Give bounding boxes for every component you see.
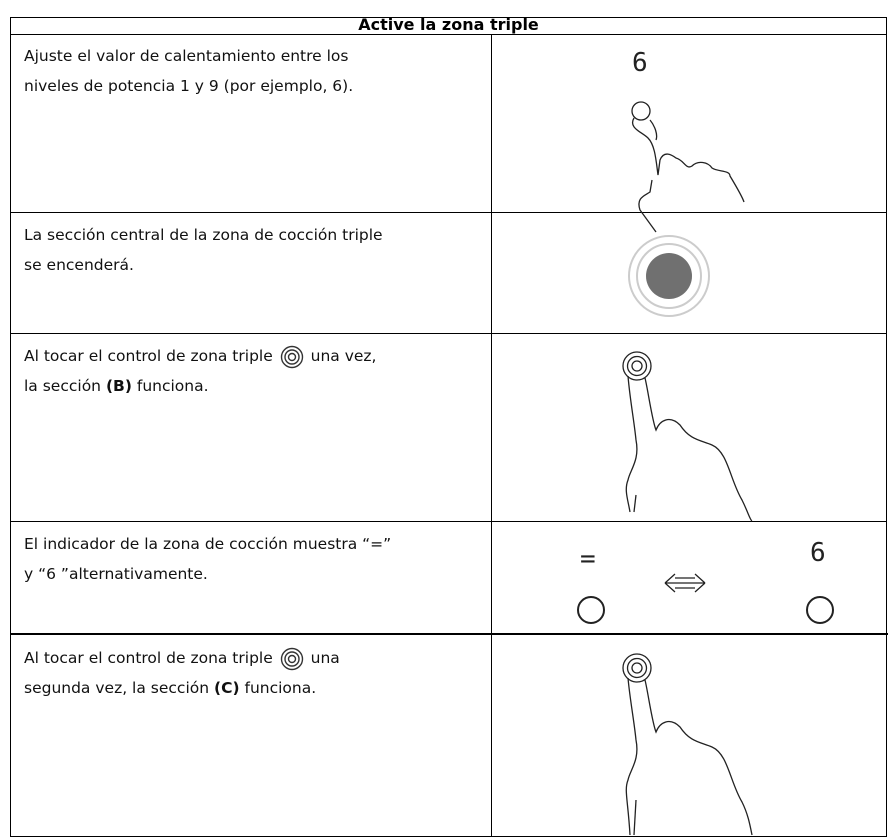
text: funciona. <box>244 679 317 697</box>
display-digit: 6 <box>810 538 826 568</box>
row-line <box>10 633 888 635</box>
text: El indicador de la zona de cocción muest… <box>24 535 392 553</box>
text-bold: (C) <box>214 679 240 697</box>
zone-circle <box>806 596 834 624</box>
text: y “6 ”alternativamente. <box>24 565 208 583</box>
triple-icon <box>280 345 303 368</box>
col-line <box>491 34 492 837</box>
text: Al tocar el control de zona triple <box>24 347 273 365</box>
cell-text: Ajuste el valor de calentamiento entre l… <box>24 41 484 101</box>
text: la sección <box>24 377 102 395</box>
cell-text: El indicador de la zona de cocción muest… <box>24 529 484 589</box>
row-line <box>10 333 887 334</box>
text: niveles de potencia 1 y 9 (por ejemplo, … <box>24 77 354 95</box>
text: se encenderá. <box>24 256 134 274</box>
text: La sección central de la zona de cocción… <box>24 226 383 244</box>
display-symbol: = <box>580 544 596 574</box>
text: una <box>310 649 340 667</box>
row-line <box>10 34 887 35</box>
hand-touch <box>622 653 753 836</box>
text: segunda vez, la sección <box>24 679 210 697</box>
display-digit: 6 <box>632 48 648 78</box>
cell-text: Al tocar el control de zona triple una v… <box>24 341 484 401</box>
triple-icon <box>280 647 303 670</box>
hand <box>631 101 745 233</box>
cell-text: La sección central de la zona de cocción… <box>24 220 484 280</box>
text: funciona. <box>136 377 209 395</box>
text: Al tocar el control de zona triple <box>24 649 273 667</box>
hand-touch <box>622 351 753 522</box>
row-line <box>10 521 887 522</box>
row-line <box>10 212 887 213</box>
text: Ajuste el valor de calentamiento entre l… <box>24 47 349 65</box>
table-title: Active la zona triple <box>358 15 539 34</box>
cell-text: Al tocar el control de zona triple una s… <box>24 643 484 703</box>
zone-circle <box>577 596 605 624</box>
text-bold: (B) <box>105 377 132 395</box>
triple-zone-lit <box>628 235 710 317</box>
alternate-arrows <box>664 573 706 593</box>
text: una vez, <box>310 347 377 365</box>
